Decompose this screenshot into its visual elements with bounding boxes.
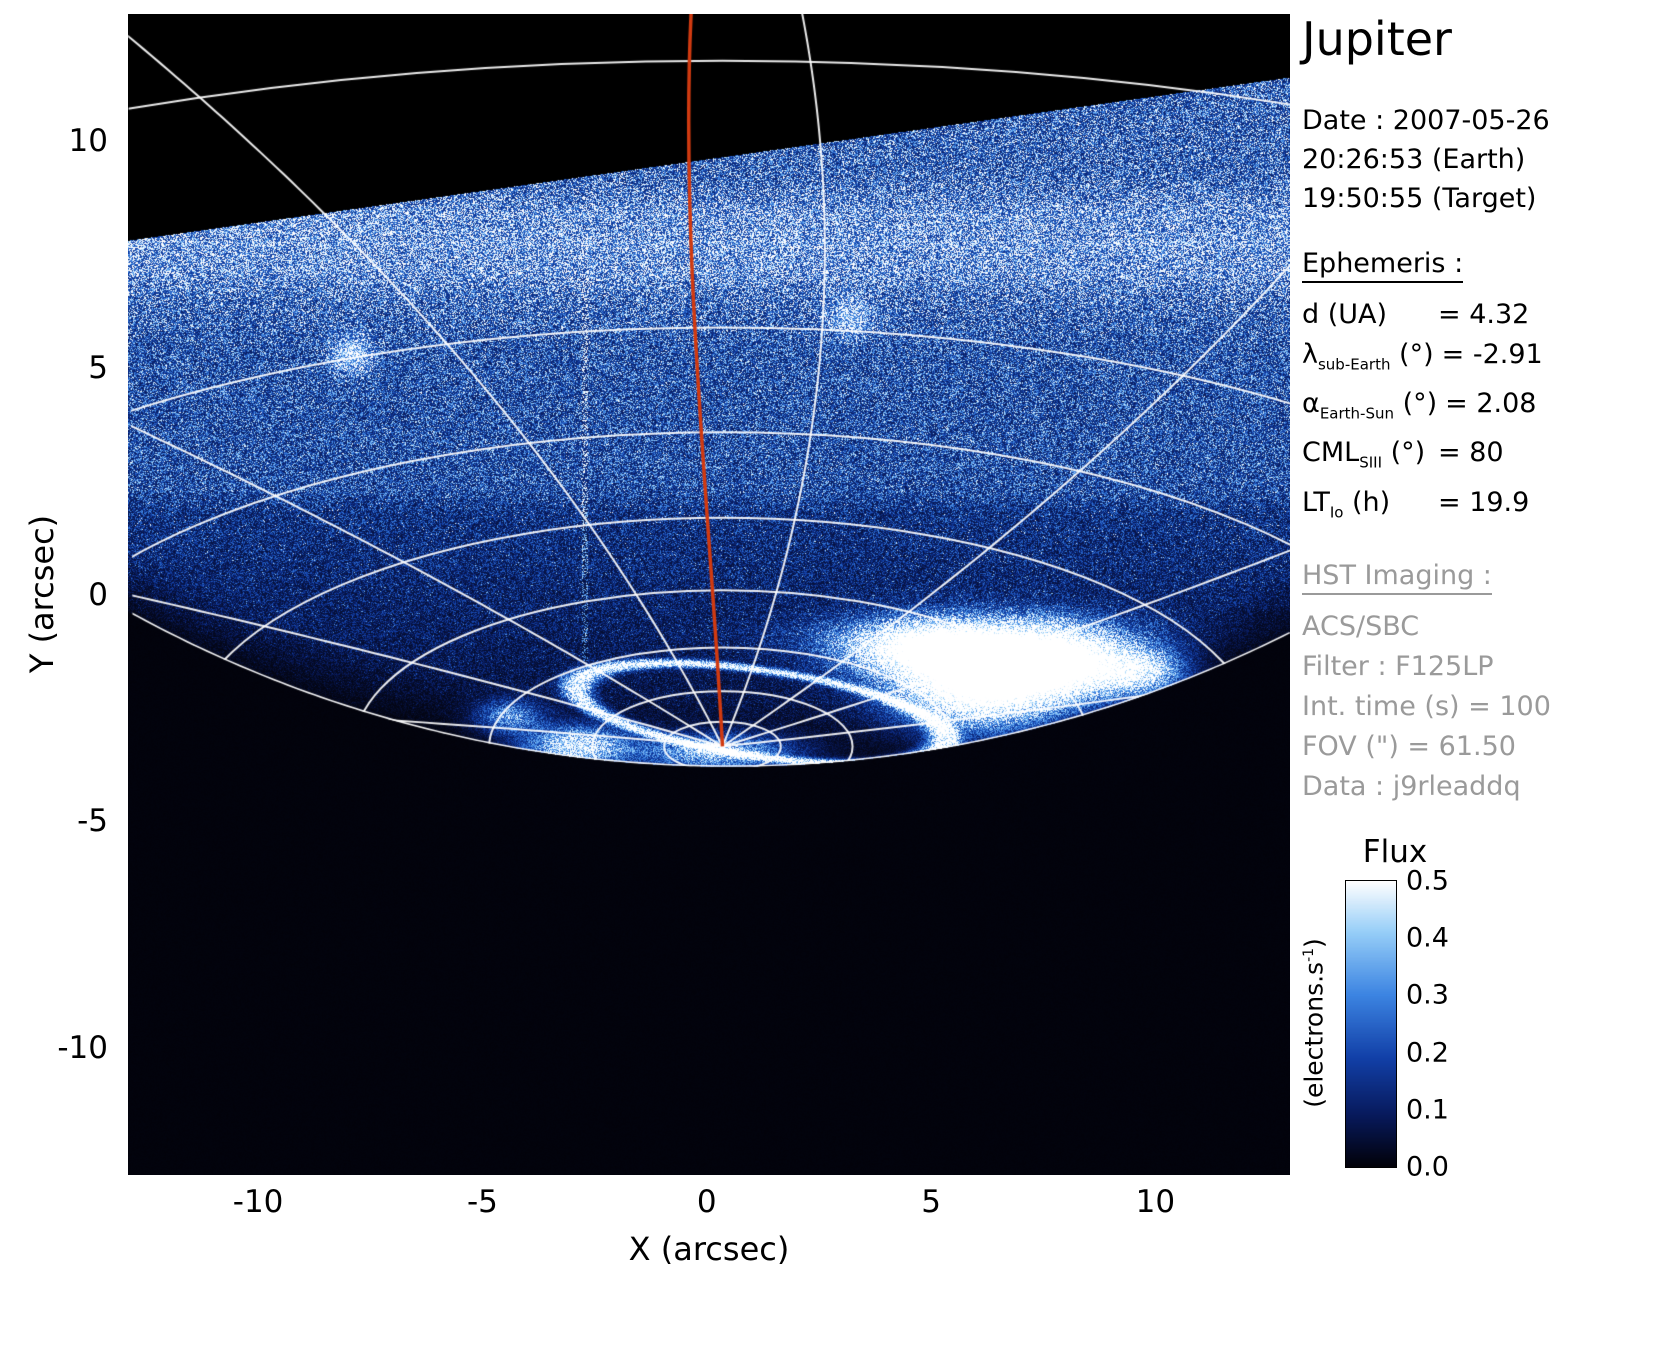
hst-row: ACS/SBC [1302, 611, 1420, 643]
ephemeris-row: LTIo (h) = 19.9 [1302, 486, 1530, 522]
y-tick-label: -5 [77, 803, 108, 840]
hst-rows: ACS/SBC Filter : F125LP Int. time (s) = 10… [1302, 607, 1674, 807]
y-tick-label: 0 [88, 576, 108, 613]
ephemeris-section: Ephemeris : d (UA) = 4.32 λsub-Earth (°) = … [1302, 248, 1674, 533]
ephemeris-row: CMLSIII (°) = 80 [1302, 437, 1504, 472]
hst-section: HST Imaging : ACS/SBC Filter : F125LP Int.… [1302, 560, 1674, 807]
x-tick-label: 10 [1135, 1184, 1176, 1220]
colorbar [1345, 880, 1397, 1168]
ephemeris-row: αEarth-Sun (°) = 2.08 [1302, 387, 1537, 423]
time-target-line: 19:50:55 (Target) [1302, 182, 1537, 214]
ephemeris-row: d (UA) = 4.32 [1302, 298, 1530, 330]
colorbar-tick-label: 0.3 [1406, 979, 1449, 1011]
hst-heading: HST Imaging : [1302, 560, 1492, 596]
y-tick-label: 10 [68, 122, 108, 159]
colorbar-title: Flux [1362, 834, 1428, 870]
page-title: Jupiter [1302, 12, 1452, 66]
y-tick-label: 5 [88, 349, 108, 386]
date-line: Date : 2007-05-26 [1302, 104, 1550, 136]
hst-row: Int. time (s) = 100 [1302, 691, 1551, 723]
x-axis-label: X (arcsec) [628, 1230, 790, 1268]
colorbar-unit-label: (electrons.s-1) [1299, 938, 1329, 1108]
y-axis-label: Y (arcsec) [23, 514, 61, 674]
x-tick-label: -5 [466, 1184, 498, 1220]
y-tick-label: -10 [57, 1030, 108, 1067]
colorbar-tick-label: 0.4 [1406, 922, 1449, 954]
hst-row: Filter : F125LP [1302, 651, 1494, 683]
ephemeris-row: λsub-Earth (°) = -2.91 [1302, 338, 1543, 373]
hst-row: FOV (") = 61.50 [1302, 731, 1516, 763]
colorbar-tick-label: 0.5 [1406, 865, 1449, 897]
x-axis-ticks: -10 -5 0 5 10 [128, 1184, 1290, 1226]
sky-image-canvas [128, 14, 1290, 1175]
ephemeris-heading: Ephemeris : [1302, 248, 1464, 283]
ephemeris-rows: d (UA) = 4.32 λsub-Earth (°) = -2.91 αEarth-… [1302, 295, 1674, 533]
x-tick-label: 0 [696, 1184, 717, 1220]
hst-row: Data : j9rleaddq [1302, 771, 1521, 803]
x-tick-label: 5 [921, 1184, 941, 1220]
x-tick-label: -10 [232, 1184, 284, 1220]
colorbar-tick-label: 0.2 [1406, 1037, 1449, 1069]
info-panel: Jupiter Date : 2007-05-26 20:26:53 (Eart… [1302, 14, 1674, 807]
date-block: Date : 2007-05-26 20:26:53 (Earth) 19:50… [1302, 101, 1674, 218]
y-axis-ticks: 10 5 0 -5 -10 [18, 14, 118, 1175]
time-earth-line: 20:26:53 (Earth) [1302, 143, 1526, 175]
colorbar-tick-label: 0.0 [1406, 1151, 1449, 1183]
colorbar-tick-label: 0.1 [1406, 1094, 1449, 1126]
